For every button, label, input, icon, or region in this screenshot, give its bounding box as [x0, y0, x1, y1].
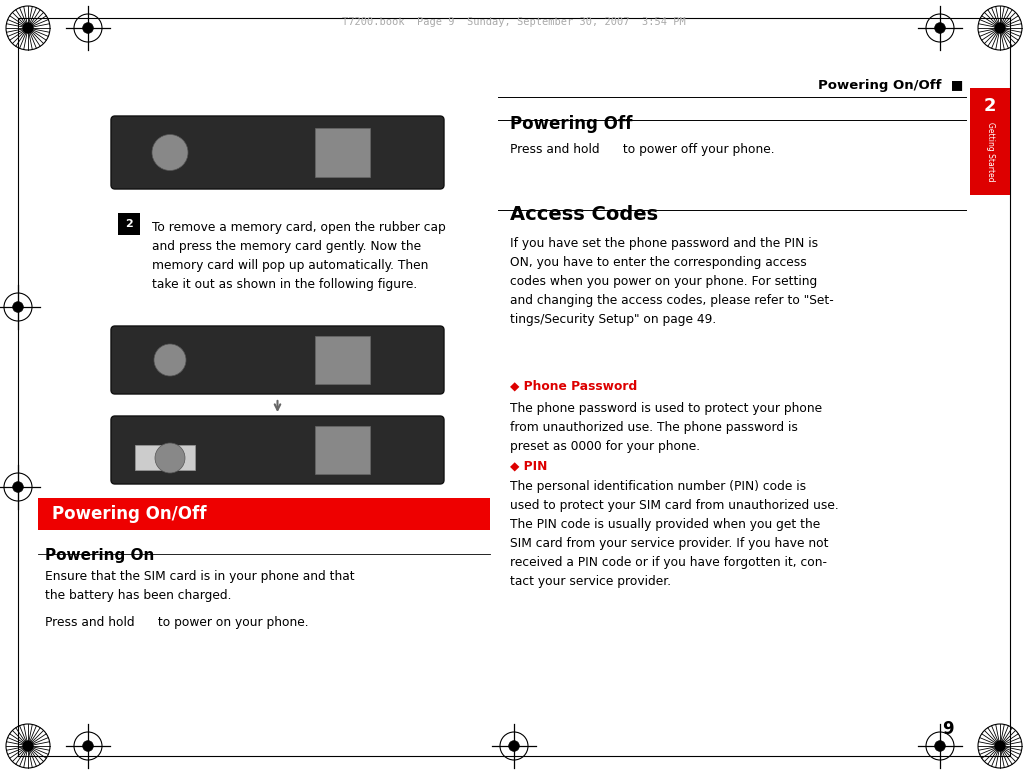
Bar [135, 445, 195, 470]
Circle shape [82, 741, 94, 752]
FancyBboxPatch shape [111, 416, 444, 484]
Circle shape [23, 741, 33, 751]
Circle shape [995, 23, 1005, 33]
Bar [315, 426, 370, 474]
Circle shape [154, 344, 186, 376]
Text: The personal identification number (PIN) code is
used to protect your SIM card f: The personal identification number (PIN)… [510, 480, 839, 588]
Text: Powering On/Off  ■: Powering On/Off ■ [817, 78, 963, 91]
Circle shape [152, 135, 188, 170]
Text: 2: 2 [984, 97, 996, 115]
Circle shape [509, 741, 519, 752]
FancyBboxPatch shape [111, 326, 444, 394]
Circle shape [23, 23, 33, 33]
Bar [118, 213, 140, 235]
Text: Powering Off: Powering Off [510, 115, 632, 133]
Circle shape [12, 302, 24, 313]
Bar [315, 336, 370, 384]
Text: Powering On/Off: Powering On/Off [52, 505, 207, 523]
Circle shape [82, 22, 94, 33]
Text: Powering On: Powering On [45, 548, 154, 563]
Circle shape [12, 481, 24, 492]
Text: Press and hold      to power off your phone.: Press and hold to power off your phone. [510, 143, 775, 156]
Text: 2: 2 [125, 219, 133, 229]
Text: ◆ PIN: ◆ PIN [510, 460, 547, 473]
Bar [970, 88, 1009, 195]
Circle shape [995, 741, 1005, 751]
Text: Getting Started: Getting Started [986, 122, 994, 181]
Text: To remove a memory card, open the rubber cap
and press the memory card gently. N: To remove a memory card, open the rubber… [152, 221, 446, 291]
Text: Access Codes: Access Codes [510, 205, 658, 224]
Circle shape [934, 22, 946, 33]
Text: T7200.book  Page 9  Sunday, September 30, 2007  3:54 PM: T7200.book Page 9 Sunday, September 30, … [342, 17, 686, 27]
Bar [38, 498, 490, 530]
Text: ◆ Phone Password: ◆ Phone Password [510, 380, 637, 393]
Circle shape [934, 741, 946, 752]
Text: If you have set the phone password and the PIN is
ON, you have to enter the corr: If you have set the phone password and t… [510, 237, 834, 326]
Text: The phone password is used to protect your phone
from unauthorized use. The phon: The phone password is used to protect yo… [510, 402, 822, 453]
Text: 9: 9 [943, 720, 954, 738]
Bar [315, 128, 370, 177]
FancyBboxPatch shape [111, 116, 444, 189]
Circle shape [155, 443, 185, 473]
Text: Ensure that the SIM card is in your phone and that
the battery has been charged.: Ensure that the SIM card is in your phon… [45, 570, 355, 602]
Text: Press and hold      to power on your phone.: Press and hold to power on your phone. [45, 616, 308, 629]
